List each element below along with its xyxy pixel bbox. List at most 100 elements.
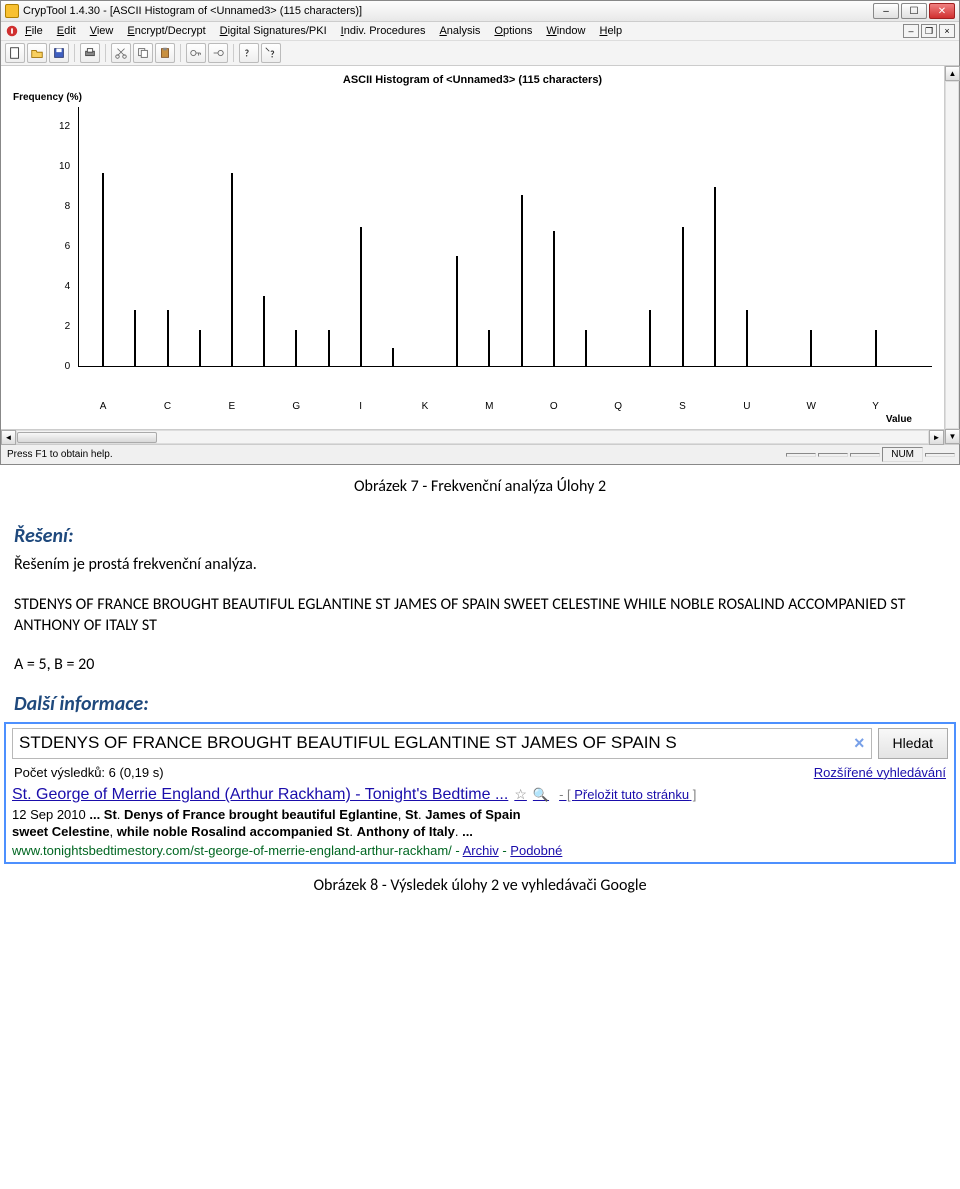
bar-W <box>810 330 812 366</box>
bar-T <box>714 187 716 366</box>
new-file-button[interactable] <box>5 43 25 63</box>
svg-text:?: ? <box>245 48 250 60</box>
menu-item-file[interactable]: File <box>25 25 43 37</box>
whatsthis-button[interactable]: ? <box>239 43 259 63</box>
mdi-restore-button[interactable]: ❐ <box>921 24 937 38</box>
bar-slot <box>860 107 892 366</box>
print-button[interactable] <box>80 43 100 63</box>
mdi-minimize-button[interactable]: – <box>903 24 919 38</box>
figure-caption: Obrázek 7 - Frekvenční analýza Úlohy 2 <box>0 477 960 496</box>
x-tick: G <box>280 401 312 412</box>
maximize-button[interactable]: ☐ <box>901 3 927 19</box>
search-result-title[interactable]: St. George of Merrie England (Arthur Rac… <box>12 786 948 804</box>
search-result-url: www.tonightsbedtimestory.com/st-george-o… <box>12 843 948 858</box>
bar-slot <box>667 107 699 366</box>
x-axis: ACEGIKMOQSUWY <box>79 397 932 412</box>
mdi-close-button[interactable]: × <box>939 24 955 38</box>
x-tick <box>634 401 666 412</box>
paragraph: STDENYS OF FRANCE BROUGHT BEAUTIFUL EGLA… <box>14 594 946 637</box>
menu-item-view[interactable]: View <box>90 25 114 37</box>
bar-I <box>360 227 362 366</box>
save-button[interactable] <box>49 43 69 63</box>
clear-search-icon[interactable]: × <box>854 733 865 754</box>
window-main: ASCII Histogram of <Unnamed3> (115 chara… <box>1 66 944 444</box>
bar-slot <box>473 107 505 366</box>
open-file-button[interactable] <box>27 43 47 63</box>
menu-item-digital-signatures-pki[interactable]: Digital Signatures/PKI <box>220 25 327 37</box>
google-search-panel: STDENYS OF FRANCE BROUGHT BEAUTIFUL EGLA… <box>4 722 956 864</box>
horizontal-scrollbar[interactable]: ◄ ► <box>1 429 944 444</box>
menu-item-edit[interactable]: Edit <box>57 25 76 37</box>
y-axis-label: Frequency (%) <box>13 92 932 103</box>
section-heading: Další informace: <box>14 692 946 716</box>
bar-slot <box>345 107 377 366</box>
scroll-right-button[interactable]: ► <box>929 430 944 445</box>
paste-button[interactable] <box>155 43 175 63</box>
bar-A <box>102 173 104 366</box>
archive-link[interactable]: Archiv <box>463 843 499 858</box>
x-tick: Y <box>860 401 892 412</box>
bar-L <box>456 256 458 366</box>
cut-button[interactable] <box>111 43 131 63</box>
x-tick <box>892 401 924 412</box>
toolbar-separator <box>233 44 234 62</box>
star-icon[interactable]: ☆ <box>514 786 527 803</box>
bar-slot <box>312 107 344 366</box>
minimize-button[interactable]: – <box>873 3 899 19</box>
scroll-thumb[interactable] <box>17 432 157 443</box>
bar-H <box>328 330 330 366</box>
mdi-app-icon <box>5 24 19 38</box>
search-result-snippet: 12 Sep 2010 ... St. Denys of France brou… <box>12 806 948 841</box>
scroll-track-v[interactable] <box>945 81 959 429</box>
window-controls: – ☐ ✕ <box>873 3 955 19</box>
svg-text:?: ? <box>270 48 275 60</box>
scroll-up-button[interactable]: ▲ <box>945 66 960 81</box>
menu-item-options[interactable]: Options <box>494 25 532 37</box>
x-tick: S <box>666 401 698 412</box>
translate-link[interactable]: Přeložit tuto stránku <box>574 787 689 802</box>
window-body: ASCII Histogram of <Unnamed3> (115 chara… <box>1 66 959 444</box>
menu-item-window[interactable]: Window <box>546 25 585 37</box>
similar-link[interactable]: Podobné <box>510 843 562 858</box>
bar-slot <box>409 107 441 366</box>
cryptool-window: CrypTool 1.4.30 - [ASCII Histogram of <U… <box>0 0 960 465</box>
scroll-down-button[interactable]: ▼ <box>945 429 960 444</box>
menu-item-encrypt-decrypt[interactable]: Encrypt/Decrypt <box>127 25 205 37</box>
close-button[interactable]: ✕ <box>929 3 955 19</box>
x-tick <box>827 401 859 412</box>
menu-item-help[interactable]: Help <box>599 25 622 37</box>
key2-button[interactable] <box>208 43 228 63</box>
scroll-track[interactable] <box>16 430 929 444</box>
section-heading: Řešení: <box>14 524 946 548</box>
magnifier-icon[interactable]: 🔍 <box>533 787 549 803</box>
bar-slot <box>377 107 409 366</box>
search-input[interactable]: STDENYS OF FRANCE BROUGHT BEAUTIFUL EGLA… <box>12 728 872 759</box>
paragraph: Řešením je prostá frekvenční analýza. <box>14 554 946 576</box>
x-axis-label: Value <box>13 414 932 425</box>
bar-slot <box>441 107 473 366</box>
copy-button[interactable] <box>133 43 153 63</box>
x-tick <box>119 401 151 412</box>
result-title-text[interactable]: St. George of Merrie England (Arthur Rac… <box>12 786 508 804</box>
bar-slot <box>184 107 216 366</box>
search-button[interactable]: Hledat <box>878 728 948 759</box>
menu-item-indiv-procedures[interactable]: Indiv. Procedures <box>341 25 426 37</box>
x-tick <box>377 401 409 412</box>
scroll-left-button[interactable]: ◄ <box>1 430 16 445</box>
advanced-search-link[interactable]: Rozšířené vyhledávání <box>814 765 946 780</box>
help-button[interactable]: ? <box>261 43 281 63</box>
bar-slot <box>119 107 151 366</box>
key-button[interactable] <box>186 43 206 63</box>
bar-O <box>553 231 555 366</box>
x-tick: A <box>87 401 119 412</box>
bar-slot <box>538 107 570 366</box>
menu-item-analysis[interactable]: Analysis <box>439 25 480 37</box>
result-count: Počet výsledků: 6 (0,19 s) <box>14 765 164 780</box>
bar-slot <box>795 107 827 366</box>
bar-M <box>488 330 490 366</box>
vertical-scrollbar[interactable]: ▲ ▼ <box>944 66 959 444</box>
x-tick <box>441 401 473 412</box>
x-tick: E <box>216 401 248 412</box>
chart-title: ASCII Histogram of <Unnamed3> (115 chara… <box>13 74 932 86</box>
menu-bar: File Edit View Encrypt/Decrypt Digital Signa… <box>1 22 959 41</box>
